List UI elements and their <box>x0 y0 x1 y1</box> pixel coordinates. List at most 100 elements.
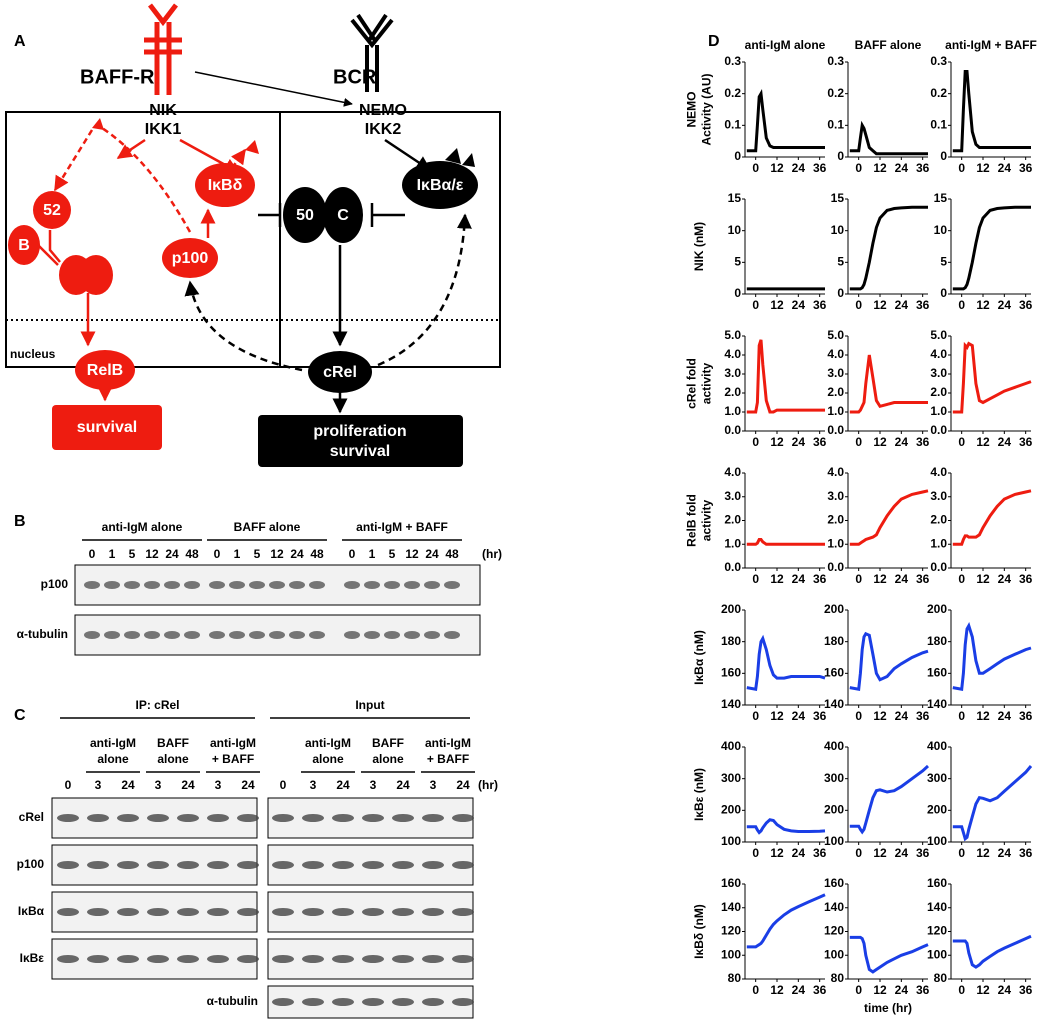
y-tick-label: 1.0 <box>827 536 844 550</box>
node-label: 52 <box>43 202 61 219</box>
y-tick-label: 5.0 <box>724 328 741 342</box>
unit-label: (hr) <box>478 778 498 792</box>
blot-band <box>362 908 384 916</box>
blot-band <box>272 908 294 916</box>
y-tick-label: 0.0 <box>930 423 947 437</box>
blot-band <box>302 998 324 1006</box>
x-tick-label: 0 <box>958 161 965 175</box>
x-tick-label: 12 <box>873 298 887 312</box>
group-label: BAFF <box>157 736 189 750</box>
y-tick-label: 140 <box>824 697 844 711</box>
group-label: BAFF alone <box>234 520 301 534</box>
group-label: anti-IgM alone <box>102 520 183 534</box>
y-tick-label: 160 <box>721 666 741 680</box>
x-tick-label: 36 <box>1019 572 1033 586</box>
x-tick-label: 12 <box>976 846 990 860</box>
blot-band <box>177 861 199 869</box>
line-series <box>746 339 825 414</box>
blot-band <box>362 998 384 1006</box>
y-tick-label: 0.1 <box>930 118 947 132</box>
x-tick-label: 0 <box>752 572 759 586</box>
x-tick-label: 24 <box>792 298 806 312</box>
y-tick-label: 140 <box>824 900 844 914</box>
chart-title: anti-IgM + BAFF <box>945 38 1037 52</box>
blot-band <box>84 581 100 589</box>
node-label: C <box>337 207 349 224</box>
line-series <box>952 489 1032 546</box>
panel-label: A <box>14 33 26 50</box>
x-tick-label: 36 <box>813 298 827 312</box>
y-tick-label: 4.0 <box>930 347 947 361</box>
x-tick-label: 12 <box>770 161 784 175</box>
y-tick-label: 0.0 <box>930 560 947 574</box>
blot-band <box>144 581 160 589</box>
y-tick-label: 200 <box>927 803 947 817</box>
x-tick-label: 12 <box>873 983 887 997</box>
time-label: 12 <box>145 547 159 561</box>
x-tick-label: 24 <box>792 435 806 449</box>
y-tick-label: 160 <box>927 876 947 890</box>
blot-band <box>392 814 414 822</box>
node <box>308 351 372 393</box>
blot-band <box>422 814 444 822</box>
line-series <box>952 205 1031 291</box>
row-label: α-tubulin <box>17 627 68 641</box>
y-tick-label: 120 <box>721 924 741 938</box>
y-tick-label: 180 <box>927 634 947 648</box>
output-box <box>258 415 463 467</box>
y-tick-label: 5.0 <box>827 328 844 342</box>
x-tick-label: 12 <box>976 435 990 449</box>
blot-band <box>289 581 305 589</box>
row-label: cRel <box>19 810 44 824</box>
x-tick-label: 24 <box>792 572 806 586</box>
blot-band <box>392 955 414 963</box>
time-label: 24 <box>456 778 470 792</box>
x-tick-label: 0 <box>855 983 862 997</box>
blot-band <box>364 631 380 639</box>
blot-band <box>144 631 160 639</box>
blot-band <box>184 581 200 589</box>
x-tick-label: 24 <box>998 161 1012 175</box>
y-tick-label: 0.3 <box>827 54 844 68</box>
x-tick-label: 12 <box>976 572 990 586</box>
time-label: 24 <box>241 778 255 792</box>
degradation-icon <box>445 148 475 167</box>
x-tick-label: 24 <box>895 298 909 312</box>
node-label: p100 <box>172 250 209 267</box>
time-label: 0 <box>214 547 221 561</box>
x-tick-label: 12 <box>976 298 990 312</box>
time-label: 3 <box>310 778 317 792</box>
panel-a: A BAFF-R BCR NIK IKK1 NEMO IKK2 52 B p10… <box>5 3 501 467</box>
line-series <box>746 538 825 546</box>
line-series <box>952 934 1032 969</box>
x-tick-label: 0 <box>752 435 759 449</box>
y-tick-label: 120 <box>824 924 844 938</box>
x-tick-label: 24 <box>998 709 1012 723</box>
y-tick-label: 0.0 <box>827 560 844 574</box>
ikk2-label: IKK2 <box>365 121 402 138</box>
blot-band <box>177 908 199 916</box>
section-label: IP: cRel <box>135 698 179 712</box>
blot-band <box>57 861 79 869</box>
blot-band <box>87 908 109 916</box>
y-axis-label: activity <box>700 499 714 541</box>
y-tick-label: 160 <box>927 666 947 680</box>
blot-band <box>452 955 474 963</box>
time-label: 24 <box>290 547 304 561</box>
time-label: 0 <box>65 778 72 792</box>
x-tick-label: 0 <box>958 435 965 449</box>
blot-band <box>392 861 414 869</box>
blot-band <box>332 814 354 822</box>
y-axis-label: Activity (AU) <box>700 73 714 145</box>
x-tick-label: 36 <box>916 161 930 175</box>
blot-band <box>404 631 420 639</box>
y-tick-label: 160 <box>824 876 844 890</box>
node-label: IκBδ <box>208 177 243 194</box>
blot-band <box>302 908 324 916</box>
y-tick-label: 5 <box>837 255 844 269</box>
y-tick-label: 2.0 <box>930 385 947 399</box>
line-series <box>746 89 825 153</box>
x-tick-label: 24 <box>895 983 909 997</box>
blot-band <box>269 581 285 589</box>
x-tick-label: 0 <box>752 161 759 175</box>
